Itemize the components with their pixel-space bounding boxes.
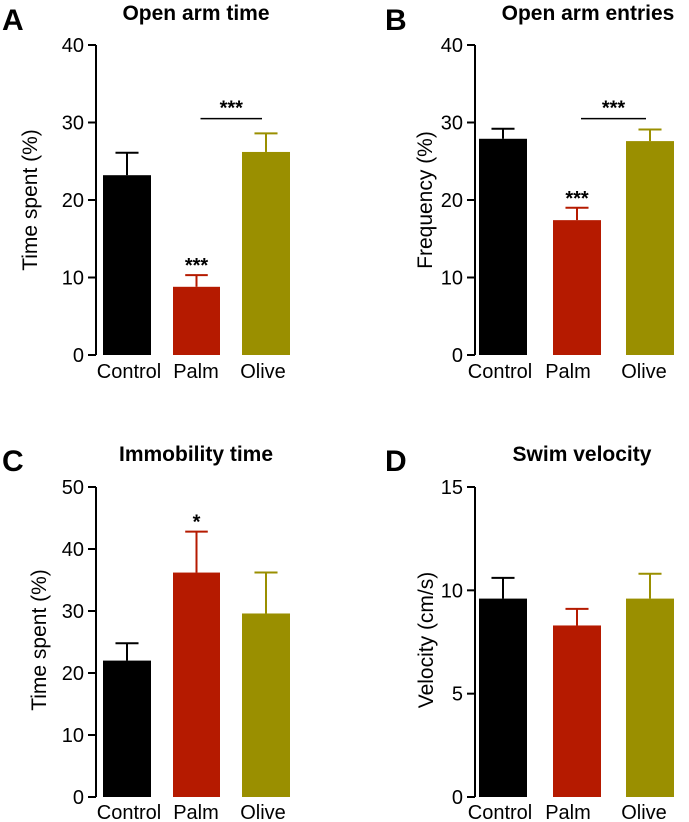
panel-b-bar-control — [479, 138, 527, 355]
panel-a-bar-palm — [173, 286, 220, 355]
panel-c-significance-marker: * — [193, 512, 201, 534]
panel-c-bar-control — [103, 660, 151, 797]
panel-b-y-tick-label: 40 — [441, 35, 463, 57]
panel-b-significance-marker: *** — [602, 98, 626, 120]
panel-b-bar-palm — [553, 220, 601, 355]
panel-d-category-label-palm: Palm — [545, 802, 591, 822]
panel-c-category-label-palm: Palm — [173, 802, 219, 822]
panel-c-bar-olive — [242, 613, 290, 797]
panel-d-y-tick-label: 15 — [441, 477, 463, 499]
panel-b-y-tick-label: 10 — [441, 268, 463, 290]
panel-a-significance-marker: *** — [220, 98, 244, 120]
panel-c-y-axis-label: Time spent (%) — [28, 569, 51, 711]
panel-b-significance-marker: *** — [565, 188, 589, 210]
panel-c-y-tick-label: 40 — [62, 539, 84, 561]
panel-b-category-label-control: Control — [468, 361, 532, 383]
panel-c-y-tick-label: 0 — [73, 787, 84, 809]
panel-a-y-tick-label: 20 — [62, 190, 84, 212]
panel-a-y-axis-label: Time spent (%) — [19, 129, 42, 271]
panel-c-title: Immobility time — [119, 443, 273, 466]
panel-c-y-tick-label: 50 — [62, 477, 84, 499]
panel-letter-d: D — [385, 445, 407, 478]
panel-c-category-label-olive: Olive — [240, 802, 286, 822]
panel-b-y-axis-label: Frequency (%) — [414, 131, 437, 269]
panel-a-title: Open arm time — [122, 2, 269, 25]
panel-d-bar-olive — [626, 598, 674, 797]
panel-d-category-label-olive: Olive — [621, 802, 667, 822]
panel-c-y-tick-label: 30 — [62, 601, 84, 623]
panel-d-y-tick-label: 5 — [452, 684, 463, 706]
panel-a-y-tick-label: 0 — [73, 345, 84, 367]
panel-b-y-tick-label: 0 — [452, 345, 463, 367]
panel-b-y-tick-label: 20 — [441, 190, 463, 212]
panel-d-y-axis-label: Velocity (cm/s) — [415, 572, 438, 709]
panel-b-y-tick-label: 30 — [441, 113, 463, 135]
panel-a: A Open arm time Time spent (%) 0 10 20 30 40… — [2, 2, 290, 383]
panel-a-y-tick-label: 40 — [62, 35, 84, 57]
panel-b: B Open arm entries Frequency (%) 0 10 20 30… — [385, 2, 674, 383]
panel-b-title: Open arm entries — [502, 2, 675, 25]
panel-d-title: Swim velocity — [513, 443, 652, 466]
panel-a-significance-marker: *** — [185, 255, 209, 277]
panel-d-bar-palm — [553, 625, 601, 797]
panel-letter-c: C — [2, 445, 24, 478]
panel-letter-a: A — [2, 4, 24, 37]
panel-c-category-label-control: Control — [97, 802, 161, 822]
panel-a-bar-olive — [242, 151, 290, 355]
panel-d-bar-control — [479, 598, 527, 797]
panel-b-category-label-olive: Olive — [621, 361, 667, 383]
panel-a-y-tick-label: 30 — [62, 113, 84, 135]
panel-a-bar-control — [103, 175, 151, 355]
panel-d-y-tick-label: 0 — [452, 787, 463, 809]
panel-letter-b: B — [385, 4, 407, 37]
panel-a-category-label-control: Control — [97, 361, 161, 383]
panel-c-bar-palm — [173, 572, 220, 797]
panel-b-category-label-palm: Palm — [545, 361, 591, 383]
panel-c-y-tick-label: 10 — [62, 725, 84, 747]
panel-d-category-label-control: Control — [468, 802, 532, 822]
panel-a-category-label-palm: Palm — [173, 361, 219, 383]
panel-c-y-tick-label: 20 — [62, 663, 84, 685]
panel-a-y-tick-label: 10 — [62, 268, 84, 290]
panel-b-bar-olive — [626, 141, 674, 355]
panel-a-category-label-olive: Olive — [240, 361, 286, 383]
panel-d-y-tick-label: 10 — [441, 580, 463, 602]
panel-d: D Swim velocity Velocity (cm/s) 0 5 10 15 Co… — [385, 443, 674, 822]
panel-c: C Immobility time Time spent (%) 0 10 20 30… — [2, 443, 290, 822]
